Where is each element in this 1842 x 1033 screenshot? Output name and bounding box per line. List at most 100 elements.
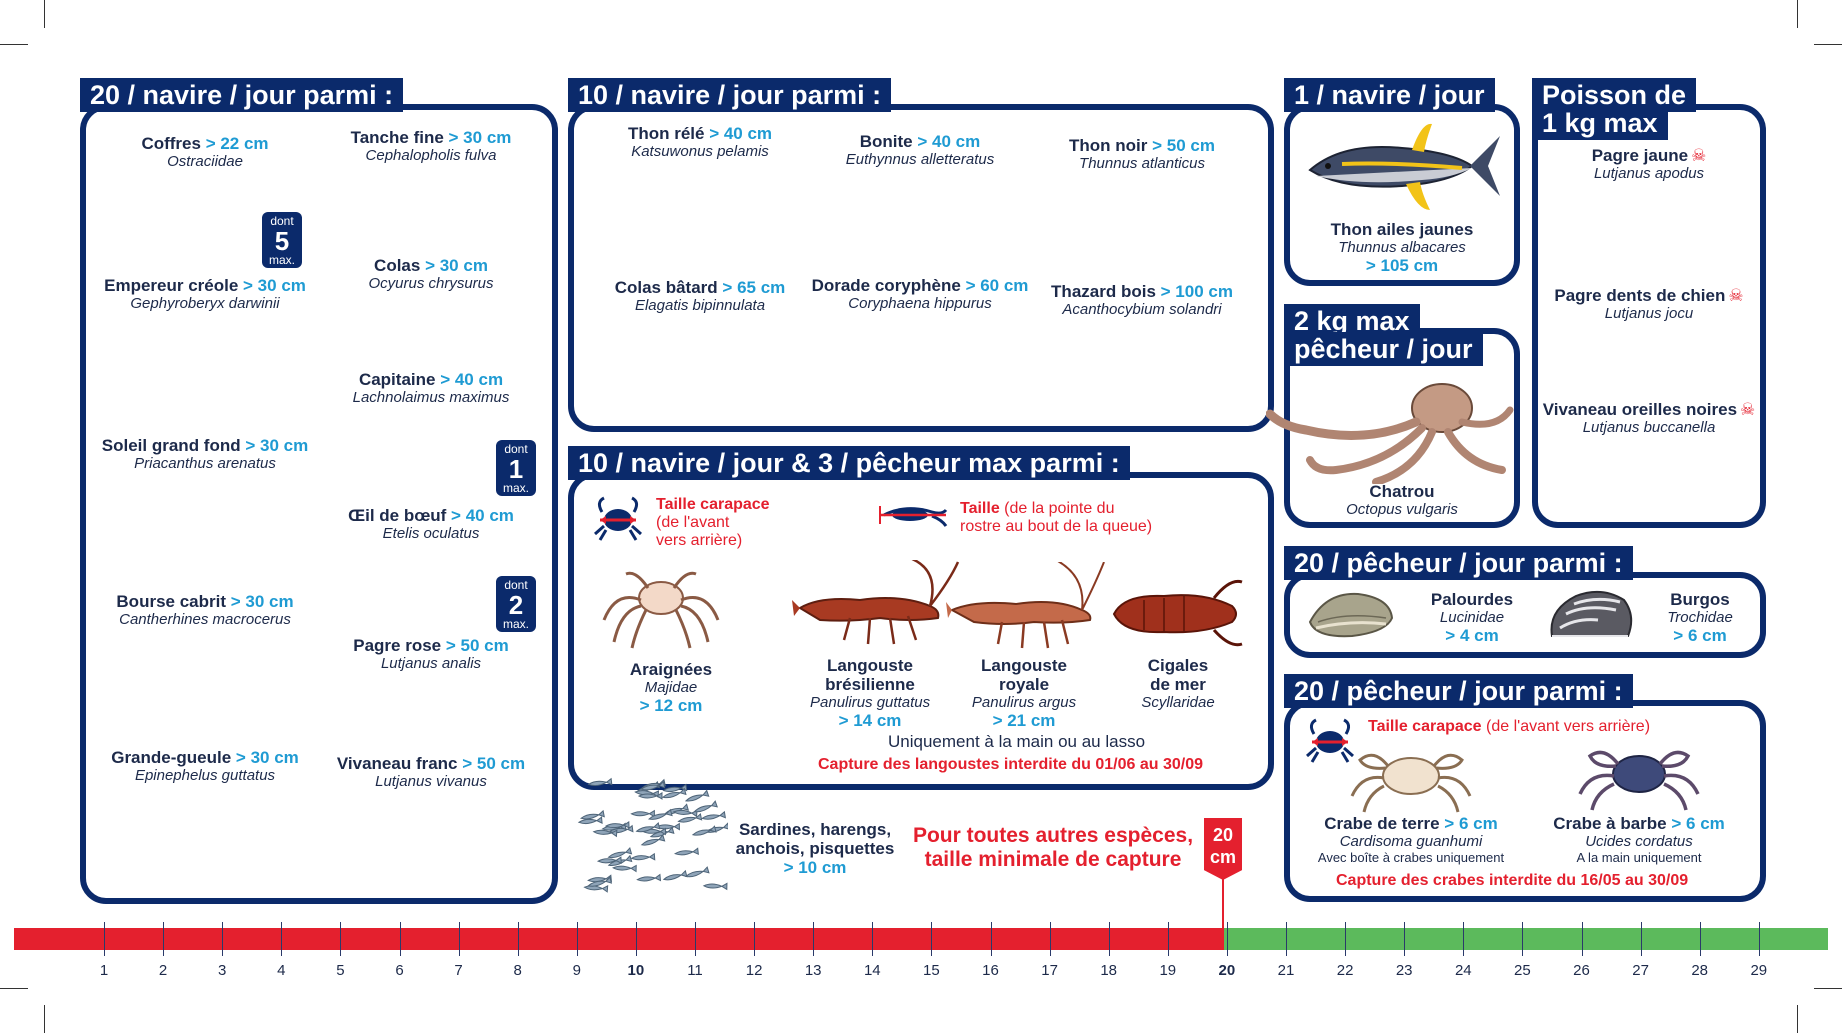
ruler-tick [1049,922,1051,956]
shell-card: Burgos Trochidae > 6 cm [1640,590,1760,645]
fish-size: > 50 cm [1152,136,1215,155]
carapace-label: Taille carapace [656,496,770,513]
ruler-number: 10 [627,962,645,979]
sardines-label: Sardines, harengs, anchois, pisquettes >… [730,820,900,877]
poison-skull-icon: ☠ [1740,400,1756,419]
crop-mark [44,1005,45,1033]
fish-name: Coffres > 22 cm [100,134,310,153]
fish-name-text: Thon noir [1069,136,1148,155]
fish-scientific-name: Ocyurus chrysurus [368,275,494,292]
fish-name-text: Pagre rose [353,636,442,655]
fish-scientific-name: Etelis oculatus [382,525,480,542]
crustacean-size: > 14 cm [838,711,902,730]
crustacean-card: Araignées Majidae > 12 cm [606,660,736,715]
fish-name: Œil de bœuf > 40 cm [326,506,536,525]
panel-20-navire [80,104,558,904]
fish-scientific-name: Lutjanus jocu [1604,305,1694,322]
panel-title: pêcheur / jour [1284,332,1483,366]
ruler-tick [1226,922,1228,956]
fish-scientific-name: Cephalopholis fulva [365,147,497,164]
dont-label: dont [504,578,528,592]
panel-title: 10 / navire / jour & 3 / pêcheur max par… [568,446,1130,480]
fish-size: > 30 cm [448,128,512,147]
land-crab-icon [1350,753,1472,813]
ruler-tick [1108,922,1110,956]
ruler-number: 4 [277,962,286,979]
fish-card: Thon rélé > 40 cm Katsuwonus pelamis [590,124,810,160]
crab-ban: Capture des crabes interdite du 16/05 au… [1336,872,1689,889]
octopus-name: Chatrou [1369,482,1435,501]
crustacean-name-text: brésilienne [825,675,915,694]
dont-max: max. [502,481,529,495]
fish-scientific-name: Lutjanus vivanus [375,773,487,790]
royal-lobster-icon [946,562,1105,649]
crustacean-name-text: de mer [1150,675,1206,694]
crop-mark [0,44,28,45]
fish-name: Bourse cabrit > 30 cm [100,592,310,611]
sardines-line: Sardines, harengs, [738,820,892,839]
ruler-number: 7 [454,962,463,979]
ruler-tick [813,922,815,956]
minimum-pointer [1222,878,1224,928]
minimum-size-text: Pour toutes autres espèces, taille minim… [908,824,1198,872]
panel-title: 20 / navire / jour parmi : [80,78,404,112]
fish-scientific-name: Priacanthus arenatus [134,455,276,472]
fish-name-text: Vivaneau franc [336,754,458,773]
fish-size: > 65 cm [722,278,786,297]
panel-title: 1 kg max [1532,106,1668,140]
crustacean-name-text: royale [998,675,1050,694]
ruler-tick [1463,922,1465,956]
clam-icon [1308,592,1394,638]
ruler-number: 1 [99,962,109,979]
ruler-number: 27 [1632,962,1649,979]
ruler-number: 20 [1218,962,1236,979]
ruler-number: 18 [1100,962,1118,979]
minimum-line: Pour toutes autres espèces, [912,824,1194,847]
ruler-tick [1758,922,1760,956]
fish-name: Pagre jaune ☠ [1540,146,1758,165]
octopus-scientific-name: Octopus vulgaris [1346,501,1458,518]
crustacean-size: > 21 cm [992,711,1056,730]
sardine-school-icon [577,777,728,893]
crab-note: Avec boîte à crabes uniquement [1317,850,1505,865]
fish-name: Soleil grand fond > 30 cm [100,436,310,455]
minimum-line: taille minimale de capture [924,848,1182,871]
crustacean-name: Langouste royale [964,656,1084,694]
ruler-tick [1522,922,1524,956]
fish-size: > 50 cm [445,636,509,655]
badge-number: 20 [1212,825,1234,845]
dont-max-badge: dont 1 max. [496,440,536,496]
fish-name: Tanche fine > 30 cm [326,128,536,147]
fish-name-text: Empereur créole [104,276,239,295]
ruler-red [14,928,1224,950]
taille-desc: (de la pointe du [1004,500,1115,517]
crustacean-scientific-name: Panulirus argus [971,694,1077,711]
panel-title: 20 / pêcheur / jour parmi : [1284,674,1633,708]
dont-label: dont [270,214,294,228]
fish-size: > 40 cm [709,124,773,143]
ruler-tick [222,922,224,956]
crop-mark [1814,44,1842,45]
fish-card: Bourse cabrit > 30 cm Cantherhines macroc… [100,592,310,628]
ruler-number: 6 [395,962,404,979]
fish-name: Vivaneau franc > 50 cm [326,754,536,773]
fish-name-text: Vivaneau oreilles noires [1542,400,1738,419]
ruler-tick [576,922,578,956]
ruler-number: 19 [1159,962,1177,979]
fish-size: > 30 cm [245,436,309,455]
crustacean-scientific-name: Majidae [644,679,698,696]
dont-max: max. [268,253,295,267]
spiny-lobster-icon [792,560,960,645]
fish-card: Soleil grand fond > 30 cm Priacanthus are… [100,436,310,472]
ruler-tick [1167,922,1169,956]
fish-name: Empereur créole > 30 cm [100,276,310,295]
ruler-tick [695,922,696,956]
fish-name: Thon rélé > 40 cm [590,124,810,143]
ruler-tick [1404,922,1406,956]
ruler-number: 29 [1750,962,1768,979]
fish-size: > 30 cm [243,276,306,295]
taille-label: Taille [960,500,1000,517]
fish-size: > 30 cm [230,592,294,611]
ruler-number: 3 [218,962,227,979]
fish-name-text: Grande-gueule [111,748,232,767]
